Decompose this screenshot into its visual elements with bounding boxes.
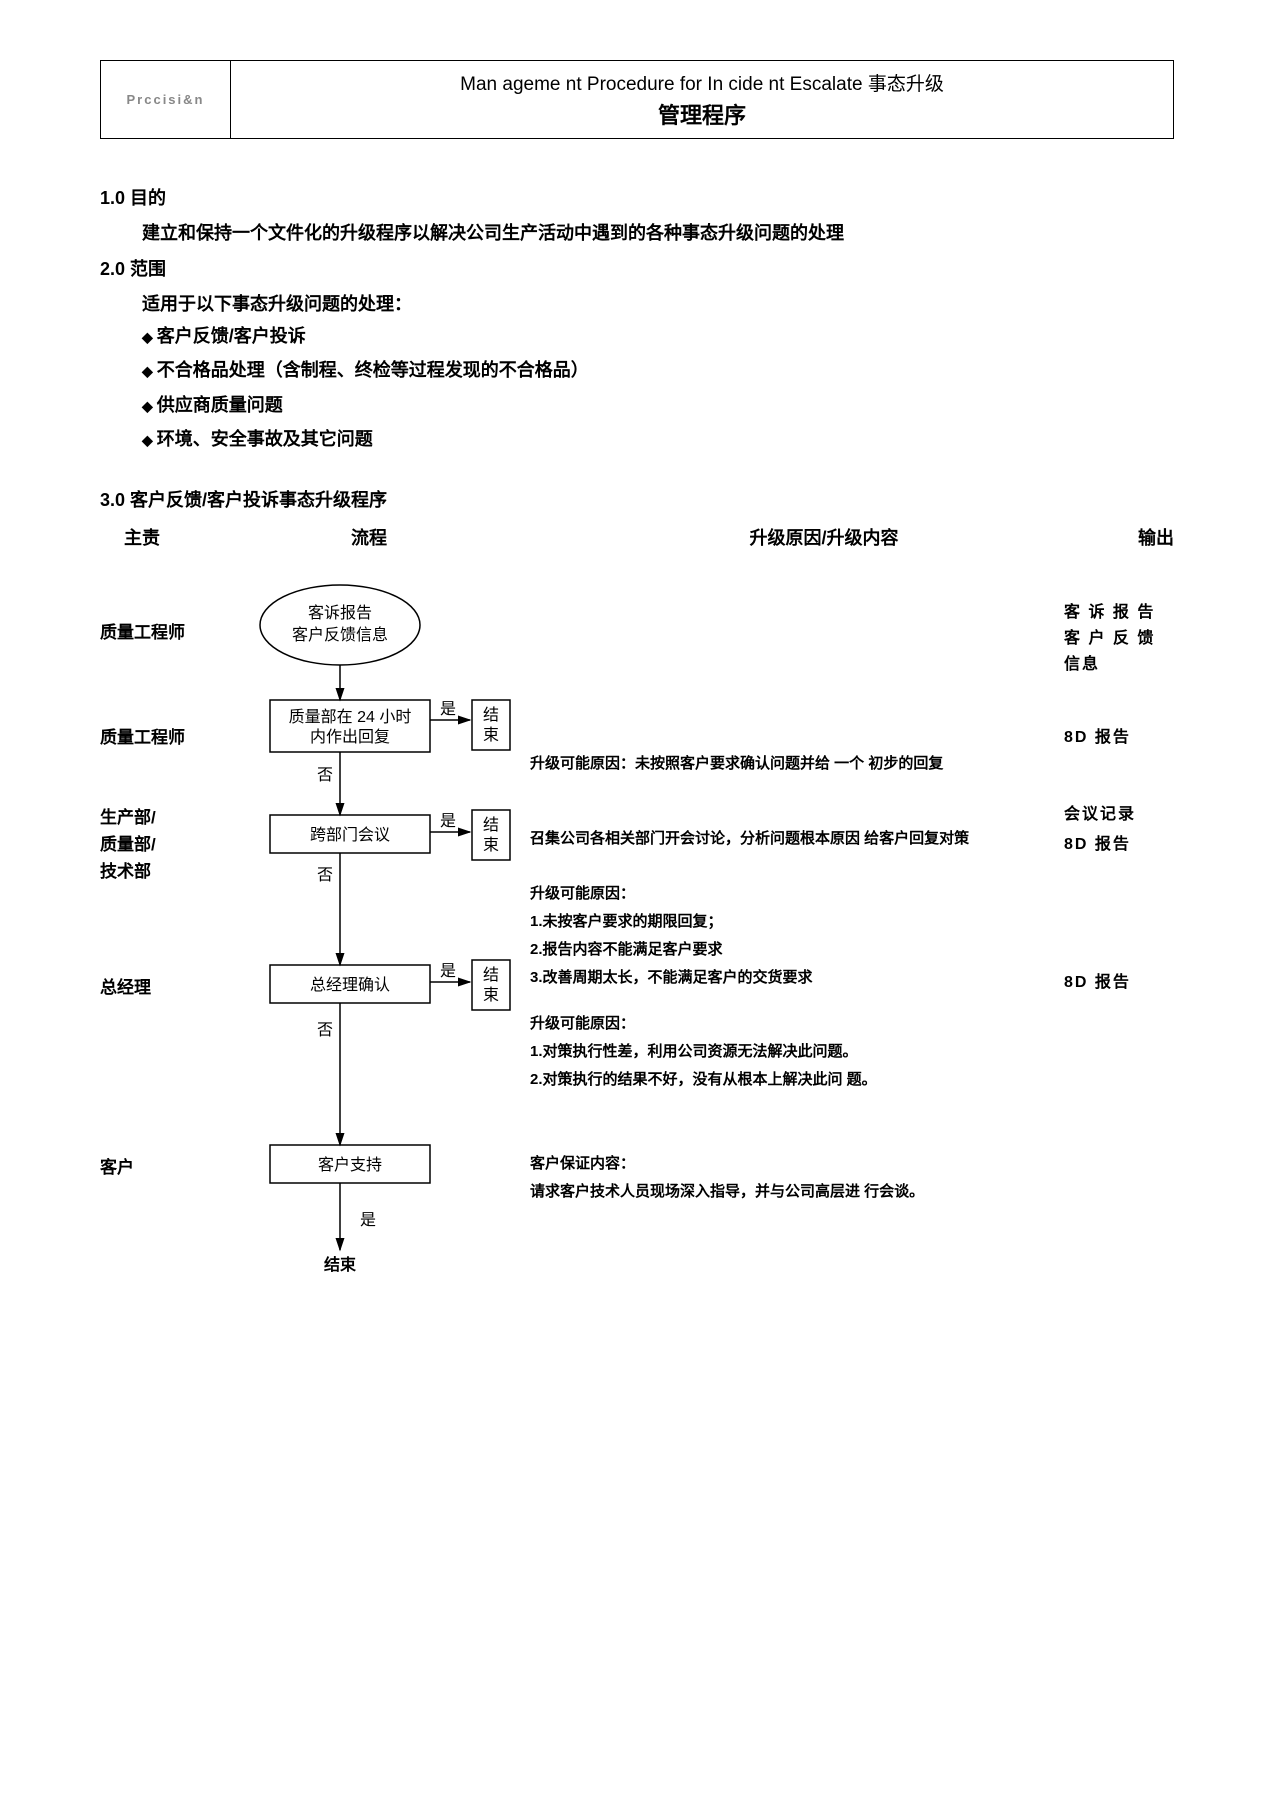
resp-3c: 技术部	[100, 859, 151, 885]
out-1a: 客 诉 报 告	[1064, 600, 1174, 626]
flow-yes-2: 是	[440, 701, 456, 718]
reason-4-2: 2.对策执行的结果不好，没有从根本上解决此问 题。	[530, 1066, 1060, 1093]
logo-cell: Prccisi&n	[101, 61, 231, 139]
sec1-body: 建立和保持一个文件化的升级程序以解决公司生产活动中遇到的各种事态升级问题的处理	[142, 218, 1174, 249]
flow-end3b: 束	[483, 836, 499, 854]
sec2-b2: 不合格品处理（含制程、终检等过程发现的不合格品）	[142, 353, 1174, 387]
resp-5: 客户	[100, 1155, 134, 1181]
title-cn: 管理程序	[237, 98, 1167, 130]
flow-end4b: 束	[483, 986, 499, 1004]
resp-2: 质量工程师	[100, 725, 185, 751]
flow-box3: 跨部门会议	[310, 826, 390, 844]
reason-3-head: 升级可能原因：	[530, 880, 1060, 907]
flow-no-2: 否	[317, 767, 333, 784]
out-3a: 会议记录	[1064, 802, 1174, 828]
sec2-b1: 客户反馈/客户投诉	[142, 319, 1174, 353]
out-1b: 客 户 反 馈	[1064, 626, 1174, 652]
title-en: Man ageme nt Procedure for In cide nt Es…	[237, 69, 1167, 96]
flow-end2b: 束	[483, 726, 499, 744]
title-cell: Man ageme nt Procedure for In cide nt Es…	[231, 61, 1174, 139]
flow-no-3: 否	[317, 867, 333, 884]
header-table: Prccisi&n Man ageme nt Procedure for In …	[100, 60, 1174, 139]
flow-box5: 客户支持	[318, 1156, 382, 1174]
col-headers: 主责 流程 升级原因/升级内容 输出	[100, 524, 1174, 550]
flow-box2a: 质量部在 24 小时	[289, 708, 412, 726]
sec2-b4: 环境、安全事故及其它问题	[142, 422, 1174, 456]
reason-5-head: 客户保证内容：	[530, 1150, 1060, 1177]
flow-end2a: 结	[483, 706, 499, 724]
flow-yes-5: 是	[360, 1212, 376, 1229]
col-h1: 主责	[124, 524, 244, 550]
flowchart-wrap: 质量工程师 质量工程师 生产部/ 质量部/ 技术部 总经理 客户 客 诉 报 告…	[100, 570, 1174, 1440]
sec3-title: 3.0 客户反馈/客户投诉事态升级程序	[100, 486, 1174, 512]
flow-box2b: 内作出回复	[310, 728, 390, 746]
out-2: 8D 报告	[1064, 725, 1174, 751]
flowchart-svg: 客诉报告 客户反馈信息 质量部在 24 小时 内作出回复 是 结 束 否 跨部门…	[190, 570, 530, 1330]
col-h4: 输出	[1074, 524, 1174, 550]
reason-4-1: 1.对策执行性差，利用公司资源无法解决此问题。	[530, 1038, 1060, 1065]
reason-3-1: 1.未按客户要求的期限回复；	[530, 908, 1060, 935]
flow-start-2: 客户反馈信息	[292, 626, 388, 644]
out-3b: 8D 报告	[1064, 832, 1174, 858]
reason-3-3: 3.改善周期太长，不能满足客户的交货要求	[530, 964, 1060, 991]
col-h3: 升级原因/升级内容	[574, 524, 1074, 550]
sec2-intro: 适用于以下事态升级问题的处理：	[142, 289, 1174, 320]
resp-3a: 生产部/	[100, 805, 156, 831]
resp-3b: 质量部/	[100, 832, 156, 858]
resp-1: 质量工程师	[100, 620, 185, 646]
reason-3-intro: 召集公司各相关部门开会讨论，分析问题根本原因 给客户回复对策	[530, 825, 1060, 852]
flow-end-final: 结束	[323, 1255, 357, 1274]
flow-yes-3: 是	[440, 813, 456, 830]
flow-yes-4: 是	[440, 963, 456, 980]
sec1-title: 1.0 目的	[100, 184, 1174, 210]
flow-box4: 总经理确认	[310, 976, 390, 994]
reason-2: 升级可能原因：未按照客户要求确认问题并给 一个 初步的回复	[530, 750, 1060, 777]
reason-3-2: 2.报告内容不能满足客户要求	[530, 936, 1060, 963]
sec2-b3: 供应商质量问题	[142, 388, 1174, 422]
flow-end3a: 结	[483, 816, 499, 834]
out-4: 8D 报告	[1064, 970, 1174, 996]
resp-4: 总经理	[100, 975, 151, 1001]
out-1c: 信息	[1064, 652, 1174, 678]
reason-4-head: 升级可能原因：	[530, 1010, 1060, 1037]
logo-text: Prccisi&n	[107, 92, 224, 107]
flow-start-1: 客诉报告	[308, 604, 372, 622]
flow-no-4: 否	[317, 1022, 333, 1039]
flow-end4a: 结	[483, 966, 499, 984]
col-h2: 流程	[244, 524, 494, 550]
sec2-title: 2.0 范围	[100, 255, 1174, 281]
reason-5-1: 请求客户技术人员现场深入指导，并与公司高层进 行会谈。	[530, 1178, 1060, 1205]
